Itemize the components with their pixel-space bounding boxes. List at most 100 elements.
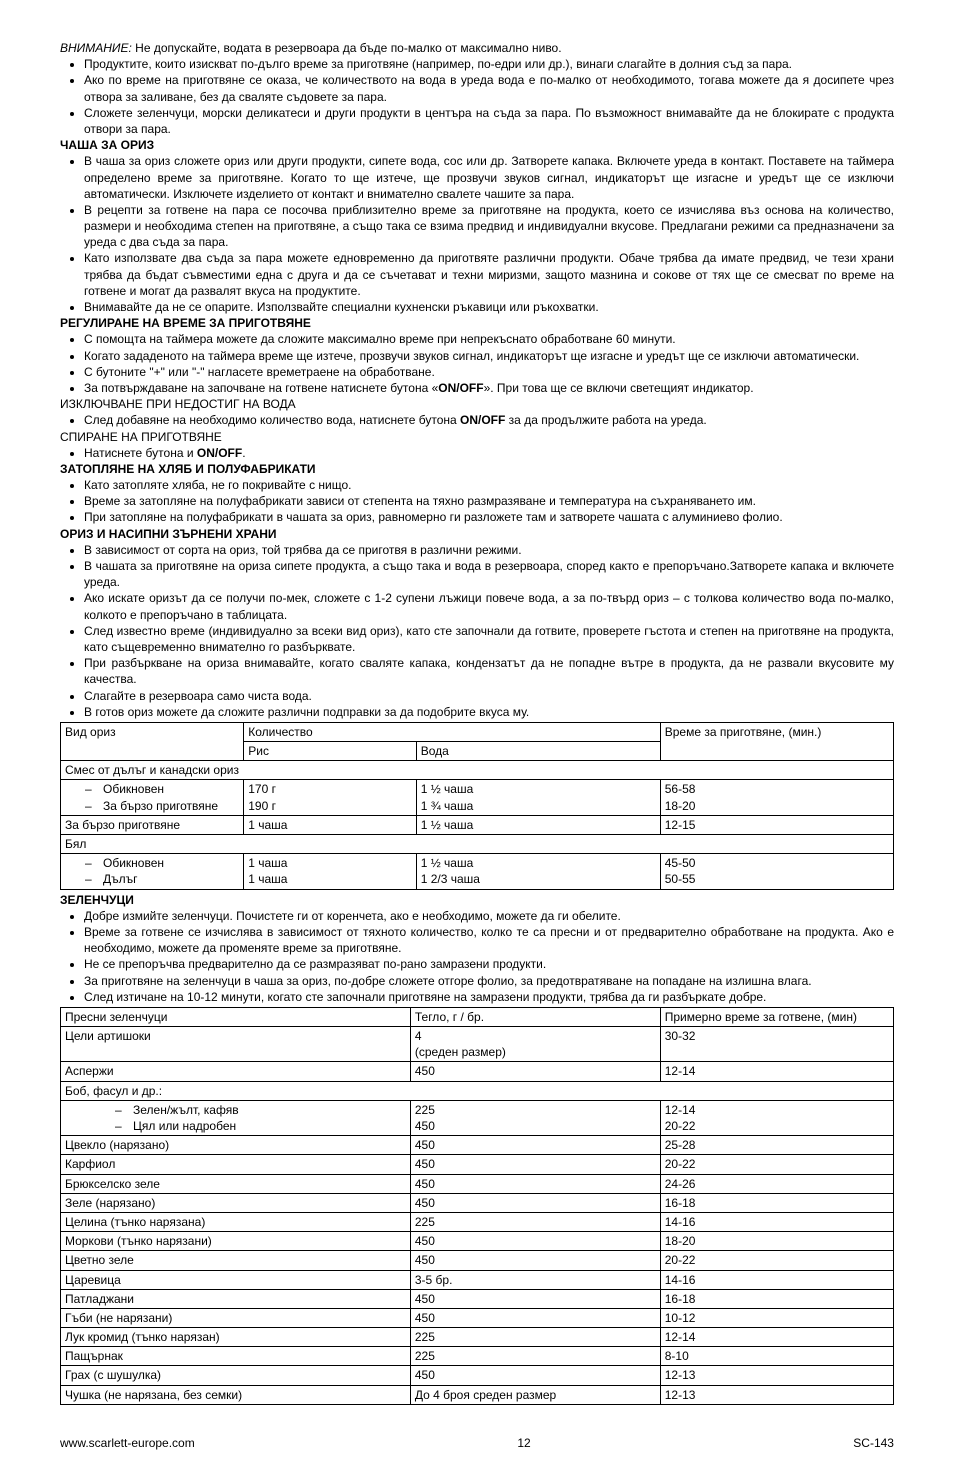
cell: 16-18 (660, 1193, 893, 1212)
cell: 225 (410, 1328, 660, 1347)
timer-list: С помощта на таймера можете да сложите м… (60, 331, 894, 396)
cell: 12-1420-22 (660, 1100, 893, 1135)
cell: 30-32 (660, 1027, 893, 1062)
th-time: Примерно време за готвене, (мин) (660, 1007, 893, 1026)
water-off-list: След добавяне на необходимо количество в… (60, 412, 894, 428)
list-item: С помощта на таймера можете да сложите м… (84, 331, 894, 347)
cell: 450 (410, 1155, 660, 1174)
list-item: При разбъркване на ориза внимавайте, ког… (84, 655, 894, 687)
th-type: Вид ориз (61, 722, 244, 760)
cell: 1 ½ чаша1 2/3 чаша (416, 854, 660, 889)
bread-list: Като затопляте хляба, не го покривайте с… (60, 477, 894, 526)
cell: 1 ½ чаша (416, 815, 660, 834)
cell: 20-22 (660, 1155, 893, 1174)
intro-list: Продуктите, които изискват по-дълго врем… (60, 56, 894, 137)
list-item: В зависимост от сорта на ориз, той трябв… (84, 542, 894, 558)
row-span: Смес от дълъг и канадски ориз (61, 761, 894, 780)
th-weight: Тегло, г / бр. (410, 1007, 660, 1026)
section-stop: СПИРАНЕ НА ПРИГОТВЯНЕ (60, 429, 894, 445)
stop-list: Натиснете бутона и ON/OFF. (60, 445, 894, 461)
cell: Моркови (тънко нарязани) (61, 1232, 411, 1251)
list-item: За потвърждаване на започване на готвене… (84, 380, 894, 396)
th-rice: Рис (244, 742, 416, 761)
section-veg: ЗЕЛЕНЧУЦИ (60, 892, 894, 908)
veg-list: Добре измийте зеленчуци. Почистете ги от… (60, 908, 894, 1005)
row-span: Бял (61, 835, 894, 854)
th-time: Време за приготвяне, (мин.) (660, 722, 893, 760)
cell: Патладжани (61, 1289, 411, 1308)
cell: 450 (410, 1174, 660, 1193)
list-item: След добавяне на необходимо количество в… (84, 412, 894, 428)
th-water: Вода (416, 742, 660, 761)
cell: Гъби (не нарязани) (61, 1308, 411, 1327)
th-qty: Количество (244, 722, 660, 741)
cell: 450 (410, 1251, 660, 1270)
list-item: След изтичане на 10-12 минути, когато ст… (84, 989, 894, 1005)
veg-table: Пресни зеленчуци Тегло, г / бр. Примерно… (60, 1007, 894, 1405)
list-item: Продуктите, които изискват по-дълго врем… (84, 56, 894, 72)
list-item: Като затопляте хляба, не го покривайте с… (84, 477, 894, 493)
attention-label: ВНИМАНИЕ: (60, 41, 132, 55)
list-item: Натиснете бутона и ON/OFF. (84, 445, 894, 461)
footer-right: SC-143 (853, 1435, 894, 1451)
cell: 450 (410, 1232, 660, 1251)
cell: 450 (410, 1193, 660, 1212)
cell: 3-5 бр. (410, 1270, 660, 1289)
cell: 450 (410, 1366, 660, 1385)
cell: 450 (410, 1289, 660, 1308)
cell: Целина (тънко нарязана) (61, 1212, 411, 1231)
list-item: Сложете зеленчуци, морски деликатеси и д… (84, 105, 894, 137)
cell: 450 (410, 1062, 660, 1081)
list-item: В чаша за ориз сложете ориз или други пр… (84, 153, 894, 202)
footer-center: 12 (517, 1435, 530, 1451)
list-item: С бутоните "+" или "-" нагласете времетр… (84, 364, 894, 380)
cell: Лук кромид (тънко нарязан) (61, 1328, 411, 1347)
list-item: Време за затопляне на полуфабрикати зави… (84, 493, 894, 509)
cell: 14-16 (660, 1270, 893, 1289)
list-item: В чашата за приготвяне на ориза сипете п… (84, 558, 894, 590)
cell: До 4 броя среден размер (410, 1385, 660, 1404)
list-item: Ако по време на приготвяне се оказа, че … (84, 72, 894, 104)
cell: 16-18 (660, 1289, 893, 1308)
list-item: За приготвяне на зеленчуци в чаша за ори… (84, 973, 894, 989)
cell: Чушка (не нарязана, без семки) (61, 1385, 411, 1404)
cell: 1 чаша (244, 815, 416, 834)
section-rice: ОРИЗ И НАСИПНИ ЗЪРНЕНИ ХРАНИ (60, 526, 894, 542)
cell: 12-15 (660, 815, 893, 834)
cell: Грах (с шушулка) (61, 1366, 411, 1385)
cell: 56-5818-20 (660, 780, 893, 815)
cell: 225 (410, 1212, 660, 1231)
cell: 10-12 (660, 1308, 893, 1327)
cell: –Зелен/жълт, кафяв –Цял или надробен (61, 1100, 411, 1135)
rice-list: В зависимост от сорта на ориз, той трябв… (60, 542, 894, 720)
cell: 18-20 (660, 1232, 893, 1251)
cell: –Обикновен –За бързо приготвяне (61, 780, 244, 815)
attention-text: Не допускайте, водата в резервоара да бъ… (132, 41, 562, 55)
cell: Брюкселско зеле (61, 1174, 411, 1193)
cell: 450 (410, 1136, 660, 1155)
cell: Царевица (61, 1270, 411, 1289)
cup-rice-list: В чаша за ориз сложете ориз или други пр… (60, 153, 894, 315)
cell: 25-28 (660, 1136, 893, 1155)
cell: Цели артишоки (61, 1027, 411, 1062)
list-item: В рецепти за готвене на пара се посочва … (84, 202, 894, 251)
footer: www.scarlett-europe.com 12 SC-143 (60, 1435, 894, 1451)
cell: 12-13 (660, 1385, 893, 1404)
section-water-off: ИЗКЛЮЧВАНЕ ПРИ НЕДОСТИГ НА ВОДА (60, 396, 894, 412)
rice-table: Вид ориз Количество Време за приготвяне,… (60, 722, 894, 890)
row-span: Боб, фасул и др.: (61, 1081, 894, 1100)
cell: Аспержи (61, 1062, 411, 1081)
cell: Цветно зеле (61, 1251, 411, 1270)
cell: Цвекло (нарязано) (61, 1136, 411, 1155)
footer-left: www.scarlett-europe.com (60, 1435, 195, 1451)
list-item: Не се препоръчва предварително да се раз… (84, 956, 894, 972)
section-bread: ЗАТОПЛЯНЕ НА ХЛЯБ И ПОЛУФАБРИКАТИ (60, 461, 894, 477)
list-item: При затопляне на полуфабрикати в чашата … (84, 509, 894, 525)
th-name: Пресни зеленчуци (61, 1007, 411, 1026)
list-item: Когато зададеното на таймера време ще из… (84, 348, 894, 364)
cell: Зеле (нарязано) (61, 1193, 411, 1212)
cell: 1 чаша1 чаша (244, 854, 416, 889)
cell: 45-5050-55 (660, 854, 893, 889)
cell: 170 г190 г (244, 780, 416, 815)
list-item: Време за готвене се изчислява в зависимо… (84, 924, 894, 956)
